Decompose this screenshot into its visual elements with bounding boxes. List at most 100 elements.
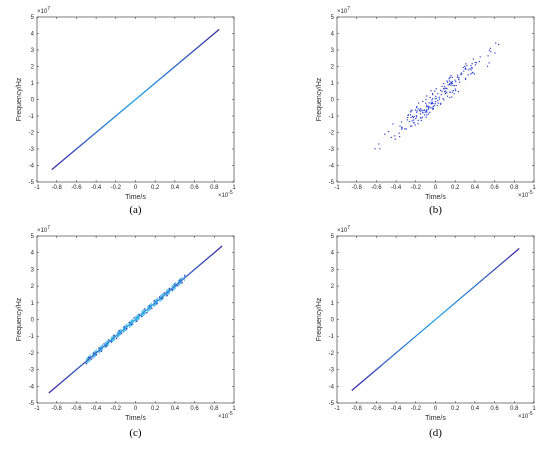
x-axis-label: Time/s	[425, 194, 446, 201]
y-tick-label: 4	[331, 32, 335, 38]
scatter-point	[413, 119, 415, 121]
series-line	[48, 245, 223, 394]
x-tick-label: -0.8	[52, 406, 63, 412]
scatter-point	[420, 117, 422, 119]
scatter-point	[444, 87, 447, 89]
scatter-point	[474, 61, 476, 64]
series-band-point	[163, 292, 166, 294]
series-band-point	[108, 339, 110, 341]
scatter-point	[464, 78, 467, 81]
scatter-point	[419, 108, 421, 110]
x-tick-label: -0.4	[391, 406, 402, 412]
x-tick-label: -0.6	[371, 185, 382, 191]
scatter-point	[474, 64, 477, 66]
scatter-point	[438, 98, 441, 100]
y-exponent-label: ×107	[37, 6, 50, 15]
scatter-point	[419, 109, 421, 111]
scatter-point	[495, 42, 497, 44]
scatter-point	[410, 111, 412, 113]
scatter-point	[410, 114, 412, 116]
y-tick-label: -3	[29, 147, 35, 153]
scatter-point	[432, 94, 434, 96]
scatter-point	[471, 72, 473, 74]
y-tick-label: 0	[31, 318, 35, 324]
x-tick-label: -0.6	[71, 406, 82, 412]
y-tick-label: -3	[329, 368, 335, 374]
scatter-point	[435, 95, 437, 98]
scatter-point	[470, 64, 472, 67]
scatter-point	[463, 70, 465, 72]
scatter-point	[399, 125, 401, 127]
scatter-point	[446, 88, 448, 90]
series-line	[351, 248, 520, 391]
y-exponent-label: ×107	[37, 225, 50, 234]
y-exponent-base: ×10	[337, 9, 348, 15]
x-exponent-base: ×10	[218, 414, 229, 420]
scatter-point	[414, 109, 417, 111]
series-band-point	[158, 296, 161, 298]
y-tick-label: 4	[31, 251, 35, 257]
series-band-line	[85, 276, 186, 361]
x-exponent-base: ×10	[218, 193, 229, 199]
x-tick-label: 0.8	[510, 185, 519, 191]
scatter-point	[450, 81, 452, 84]
scatter-point	[430, 90, 432, 92]
scatter-point	[447, 84, 449, 86]
y-tick-label: -1	[29, 114, 35, 120]
scatter-point	[439, 103, 442, 105]
scatter-point	[471, 63, 473, 65]
scatter-point	[461, 73, 463, 75]
scatter-point	[428, 102, 430, 104]
y-axis-label: Frequency/Hz	[16, 297, 23, 341]
scatter-point	[426, 95, 428, 97]
scatter-point	[432, 102, 434, 105]
scatter-point	[424, 114, 426, 116]
scatter-point	[431, 102, 434, 104]
scatter-point	[378, 143, 380, 145]
series-band-point	[120, 332, 123, 335]
x-exponent-base: ×10	[518, 193, 529, 199]
scatter-point	[432, 107, 434, 110]
panel-caption: (c)	[129, 427, 142, 439]
x-exponent-power: -5	[528, 411, 533, 417]
series-band-point	[100, 350, 103, 353]
y-tick-label: 1	[31, 301, 35, 307]
scatter-point	[414, 124, 416, 126]
y-tick-label: 5	[331, 234, 335, 240]
scatter-point	[460, 72, 462, 74]
scatter-point	[416, 110, 418, 112]
scatter-point	[452, 84, 454, 86]
scatter-point	[434, 90, 436, 92]
scatter-point	[426, 114, 428, 116]
scatter-point	[458, 79, 460, 81]
scatter-point	[431, 107, 433, 109]
scatter-point	[435, 97, 437, 99]
scatter-point	[413, 122, 415, 124]
scatter-point	[494, 52, 496, 54]
series-band-point	[138, 313, 140, 316]
scatter-point	[431, 101, 433, 103]
x-tick-label: -0.6	[71, 185, 82, 191]
x-tick-label: -1	[334, 185, 340, 191]
x-tick-label: -0.2	[411, 406, 422, 412]
scatter-point	[407, 114, 409, 117]
series-band-point	[105, 345, 108, 347]
scatter-point	[490, 51, 492, 53]
scatter-point	[415, 117, 417, 120]
scatter-point	[448, 78, 450, 80]
series-band-point	[173, 283, 176, 285]
scatter-point	[426, 111, 428, 113]
scatter-point	[455, 84, 457, 87]
scatter-point	[406, 117, 409, 119]
y-tick-label: -2	[329, 351, 335, 357]
scatter-point	[451, 81, 453, 83]
scatter-point	[488, 62, 490, 64]
series-band-point	[143, 308, 146, 310]
x-exponent-power: -5	[228, 411, 233, 417]
scatter-point	[421, 110, 423, 112]
y-tick-label: -2	[329, 131, 335, 137]
x-tick-label: 0.8	[210, 406, 219, 412]
scatter-point	[444, 91, 446, 93]
x-tick-label: 0.6	[490, 185, 499, 191]
